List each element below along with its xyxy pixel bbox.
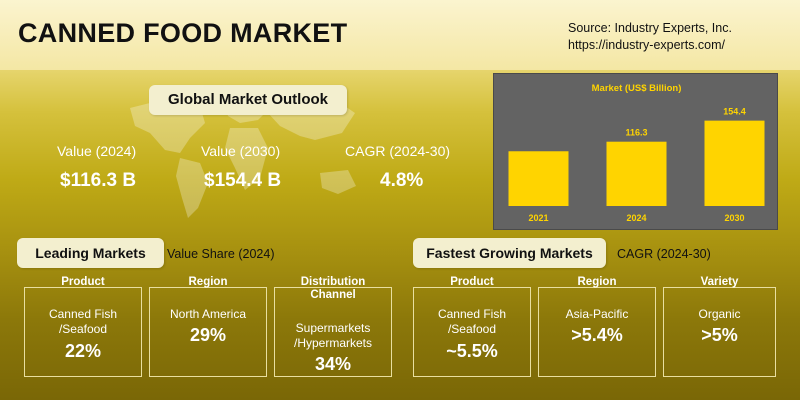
leading-card-region-line1: North America [169, 307, 247, 321]
source-url[interactable]: https://industry-experts.com/ [568, 38, 726, 52]
leading-card-channel [274, 287, 392, 377]
kpi-value-2030: $154.4 B [204, 170, 282, 191]
kpi-label-value-2024: Value (2024) [57, 143, 137, 159]
fastest-card-region-value: >5.4% [571, 325, 623, 345]
fastest-card-product [413, 287, 531, 377]
chart-bar-2024 [606, 141, 667, 206]
header-band [0, 0, 800, 70]
fastest-card-product-line1: Canned Fish [437, 307, 507, 321]
fastest-card-product-value: ~5.5% [446, 341, 498, 361]
leading-markets-heading: Leading Markets [17, 238, 164, 268]
chart-data-label-2030: 154.4 [723, 107, 746, 117]
leading-card-product-line1: Canned Fish [48, 307, 118, 321]
leading-card-channel-head-line2: Channel [310, 289, 356, 301]
leading-card-channel-head-line1: Distribution [300, 276, 366, 288]
fastest-card-product-head: Product [450, 276, 494, 288]
market-bar-chart: Market (US$ Billion) 2021 2024 116.3 2030 154… [508, 83, 765, 223]
kpi-label-cagr: CAGR (2024-30) [345, 143, 451, 159]
chart-bar-2021 [508, 151, 569, 206]
leading-card-region-head: Region [188, 276, 228, 288]
market-chart: Market (US$ Billion) 2021 2024 116.3 2030 154… [493, 73, 778, 230]
fastest-card-region [538, 287, 656, 377]
fastest-card-product-line2: /Seafood [447, 322, 497, 336]
leading-card-product-value: 22% [64, 341, 102, 361]
outlook-heading: Global Market Outlook [149, 85, 347, 115]
leading-card-product [24, 287, 142, 377]
leading-card-product-line2: /Seafood [58, 322, 108, 336]
fastest-card-variety [663, 287, 776, 377]
kpi-value-2024: $116.3 B [60, 170, 137, 191]
fastest-card-variety-line1: Organic [698, 307, 741, 321]
chart-tick-label-2030: 2030 [724, 213, 744, 223]
fastest-card-variety-head: Variety [700, 276, 739, 288]
leading-card-channel-line1: Supermarkets [295, 321, 371, 335]
fastest-card-region-head: Region [577, 276, 617, 288]
chart-tick-label-2021: 2021 [528, 213, 548, 223]
source-info: Source: Industry Experts, Inc. https://i… [568, 20, 788, 54]
fastest-growing-subtitle: CAGR (2024-30) [617, 247, 711, 261]
chart-title: Market (US$ Billion) [592, 83, 682, 94]
leading-card-region [149, 287, 267, 377]
page-title: CANNED FOOD MARKET [18, 18, 348, 48]
leading-card-product-head: Product [61, 276, 105, 288]
fastest-card-variety-value: >5% [701, 325, 738, 345]
leading-markets-subtitle: Value Share (2024) [167, 247, 275, 261]
fastest-growing-heading: Fastest Growing Markets [413, 238, 606, 268]
kpi-label-value-2030: Value (2030) [201, 143, 281, 159]
kpi-value-cagr: 4.8% [380, 170, 424, 191]
chart-tick-label-2024: 2024 [626, 213, 646, 223]
chart-data-label-2024: 116.3 [625, 128, 647, 138]
leading-card-channel-value: 34% [314, 354, 352, 374]
fastest-card-region-line1: Asia-Pacific [565, 307, 629, 321]
leading-card-channel-line2: /Hypermarkets [293, 336, 373, 350]
leading-card-region-value: 29% [189, 325, 227, 345]
source-name: Source: Industry Experts, Inc. [568, 21, 732, 35]
chart-bar-2030 [704, 120, 765, 206]
